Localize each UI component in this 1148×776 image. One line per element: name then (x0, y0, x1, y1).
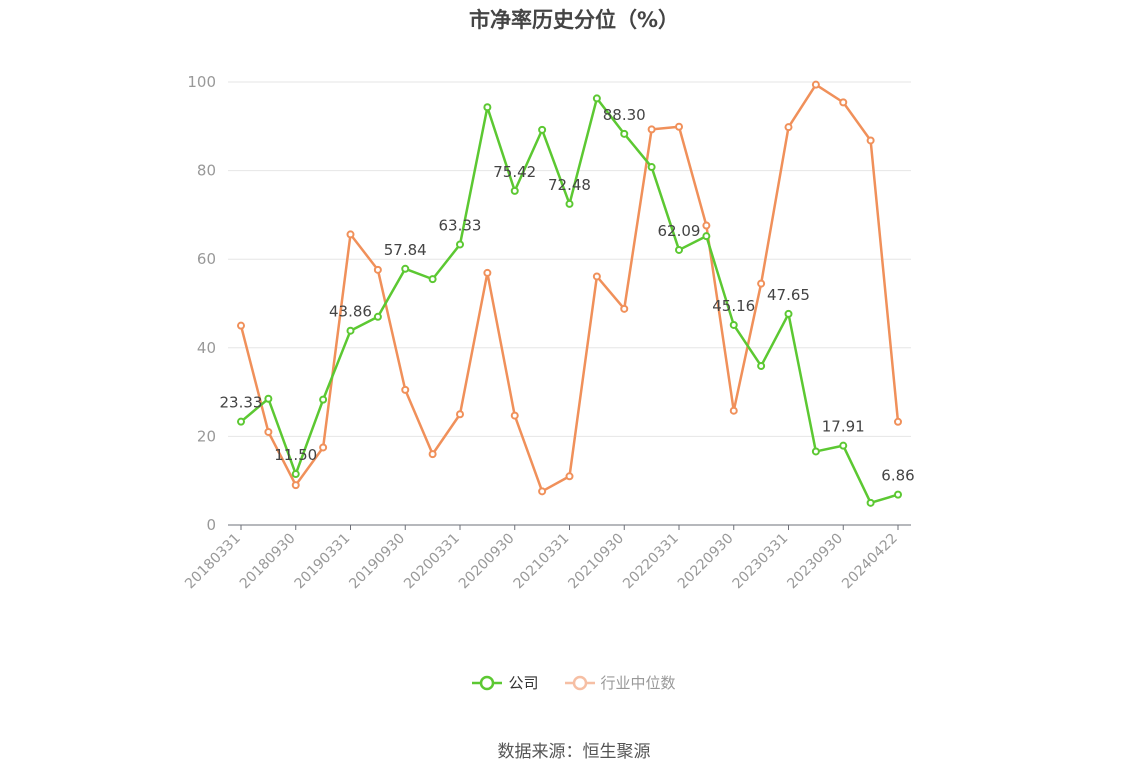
data-point (565, 199, 574, 208)
data-point (483, 103, 492, 112)
data-point (237, 321, 245, 330)
data-point (702, 232, 711, 241)
legend-item-company[interactable]: 公司 (472, 672, 539, 693)
data-label: 57.84 (384, 241, 427, 259)
data-point (510, 186, 519, 195)
data-label: 63.33 (439, 216, 482, 234)
data-point (866, 498, 875, 507)
data-point (428, 450, 437, 459)
data-label: 43.86 (329, 303, 372, 321)
data-point (456, 410, 464, 419)
data-point (264, 394, 273, 403)
data-point (237, 417, 245, 426)
y-tick-label: 80 (197, 162, 216, 180)
data-point (839, 98, 848, 107)
data-point (401, 385, 410, 394)
data-point (894, 490, 902, 499)
data-point (456, 240, 464, 249)
chart-title: 市净率历史分位（%） (468, 8, 680, 32)
data-label: 62.09 (658, 222, 701, 240)
x-tick-label: 20210331 (511, 531, 573, 593)
data-label: 17.91 (822, 418, 865, 436)
data-point (538, 125, 547, 134)
x-tick-label: 20230331 (730, 531, 792, 593)
line-chart: 0 20 40 60 80 100 201803312018093020190331201… (182, 73, 915, 593)
data-label: 47.65 (767, 286, 810, 304)
legend: 公司 行业中位数 (0, 672, 1148, 693)
data-point (839, 441, 848, 450)
data-label: 72.48 (548, 176, 591, 194)
data-point (510, 411, 519, 420)
data-point (291, 470, 300, 479)
x-tick-label: 20200930 (456, 531, 518, 593)
data-source: 数据来源：恒生聚源 (497, 742, 651, 762)
y-axis: 0 20 40 60 80 100 (187, 73, 216, 534)
data-point (592, 94, 601, 103)
legend-item-industry[interactable]: 行业中位数 (564, 672, 676, 693)
data-point (757, 279, 766, 288)
x-tick-label: 20220930 (675, 531, 737, 593)
data-point (346, 230, 355, 239)
x-tick-label: 20180331 (182, 531, 244, 593)
data-label: 6.86 (881, 467, 914, 485)
data-label: 45.16 (712, 297, 755, 315)
data-point (647, 163, 656, 172)
y-tick-label: 60 (197, 250, 216, 268)
x-tick-label: 20190331 (292, 531, 354, 593)
data-point (729, 320, 738, 329)
data-point (565, 472, 574, 481)
x-tick-label: 20230930 (784, 531, 846, 593)
legend-label-industry: 行业中位数 (600, 674, 676, 692)
data-point (319, 443, 328, 452)
data-point (319, 395, 328, 404)
data-point (811, 447, 820, 456)
series-layer (237, 80, 902, 507)
data-point (894, 417, 902, 426)
x-tick-label: 20240422 (839, 531, 901, 593)
data-point (675, 245, 683, 254)
y-tick-label: 100 (187, 73, 216, 91)
x-tick-label: 20180930 (237, 531, 299, 593)
data-point (401, 264, 410, 273)
data-point (264, 427, 273, 436)
data-point (647, 125, 656, 134)
legend-line-circle-icon (564, 675, 595, 690)
y-tick-label: 20 (197, 427, 216, 445)
data-point (346, 326, 355, 335)
x-axis: 2018033120180930201903312019093020200331… (182, 524, 911, 593)
data-point (592, 272, 601, 281)
y-tick-label: 0 (206, 516, 216, 534)
data-label: 88.30 (603, 106, 646, 124)
x-tick-label: 20220331 (620, 531, 682, 593)
data-point (483, 268, 492, 277)
data-point (702, 221, 711, 230)
data-point (373, 312, 382, 321)
data-label: 11.50 (274, 446, 317, 464)
data-label: 75.42 (493, 163, 536, 181)
grid-lines (228, 81, 911, 437)
data-point (784, 309, 793, 318)
data-point (373, 265, 382, 274)
data-point (538, 487, 547, 496)
data-point (675, 122, 683, 131)
x-tick-label: 20200331 (401, 531, 463, 593)
data-point (811, 80, 820, 89)
data-label: 23.33 (220, 394, 263, 412)
data-point (428, 275, 437, 284)
data-point (866, 136, 875, 145)
legend-line-circle-icon (472, 675, 503, 690)
data-point (291, 481, 300, 490)
data-point (620, 129, 629, 138)
x-tick-label: 20190930 (346, 531, 408, 593)
legend-label-company: 公司 (508, 674, 539, 692)
data-point (729, 406, 738, 415)
y-tick-label: 40 (197, 339, 216, 357)
data-point (784, 123, 793, 132)
data-point (757, 361, 766, 370)
data-point (620, 304, 629, 313)
x-tick-label: 20210930 (565, 531, 627, 593)
data-labels: 23.33 11.50 43.86 57.84 63.33 75.42 72.48 88.30… (220, 106, 915, 485)
